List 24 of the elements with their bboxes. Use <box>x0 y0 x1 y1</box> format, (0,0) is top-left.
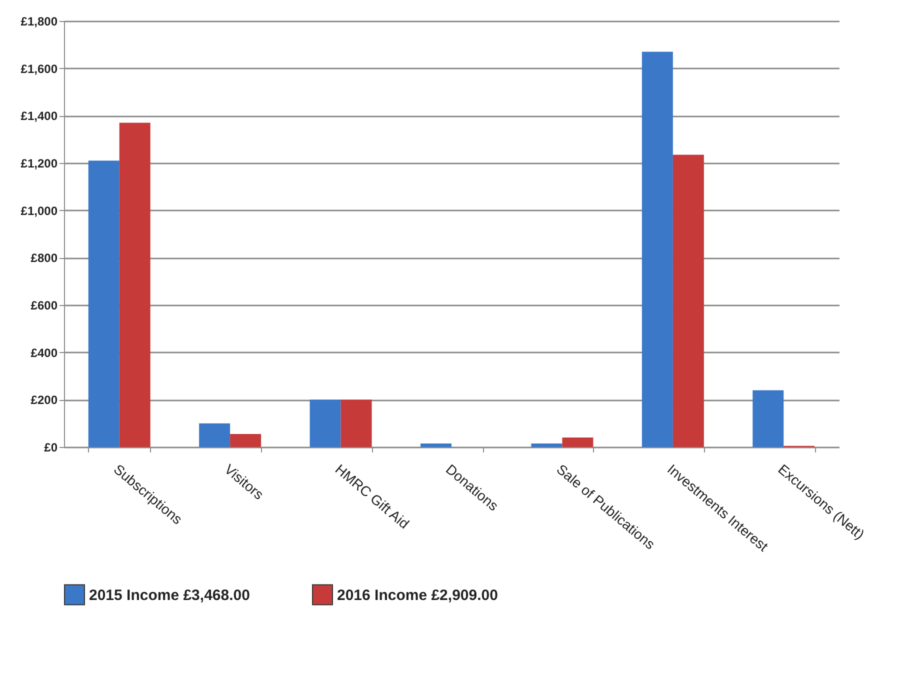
bar <box>340 400 372 447</box>
bar <box>642 52 673 447</box>
y-tick-label: £600 <box>30 298 58 312</box>
y-tick-label: £1,600 <box>20 62 58 76</box>
y-tick-label: £800 <box>30 251 58 266</box>
legend-label: 2015 Income £3,468.00 <box>89 586 250 604</box>
bar <box>420 443 452 447</box>
bar <box>752 390 784 447</box>
y-tick-label: £1,200 <box>20 156 58 170</box>
y-tick-label: £1,800 <box>20 14 58 28</box>
y-tick-label: £1,000 <box>20 204 58 218</box>
bar <box>672 154 704 447</box>
bar <box>230 434 262 447</box>
y-tick-label: £200 <box>30 393 58 408</box>
y-tick-label: £1,400 <box>20 109 58 124</box>
bar <box>199 423 230 447</box>
y-tick-label: £0 <box>44 440 58 454</box>
legend-label: 2016 Income £2,909.00 <box>337 586 498 604</box>
bar <box>88 160 120 447</box>
bar <box>310 400 341 447</box>
y-tick-label: £400 <box>30 346 58 360</box>
bar <box>531 443 562 447</box>
bar <box>562 438 594 447</box>
bar <box>119 122 150 447</box>
